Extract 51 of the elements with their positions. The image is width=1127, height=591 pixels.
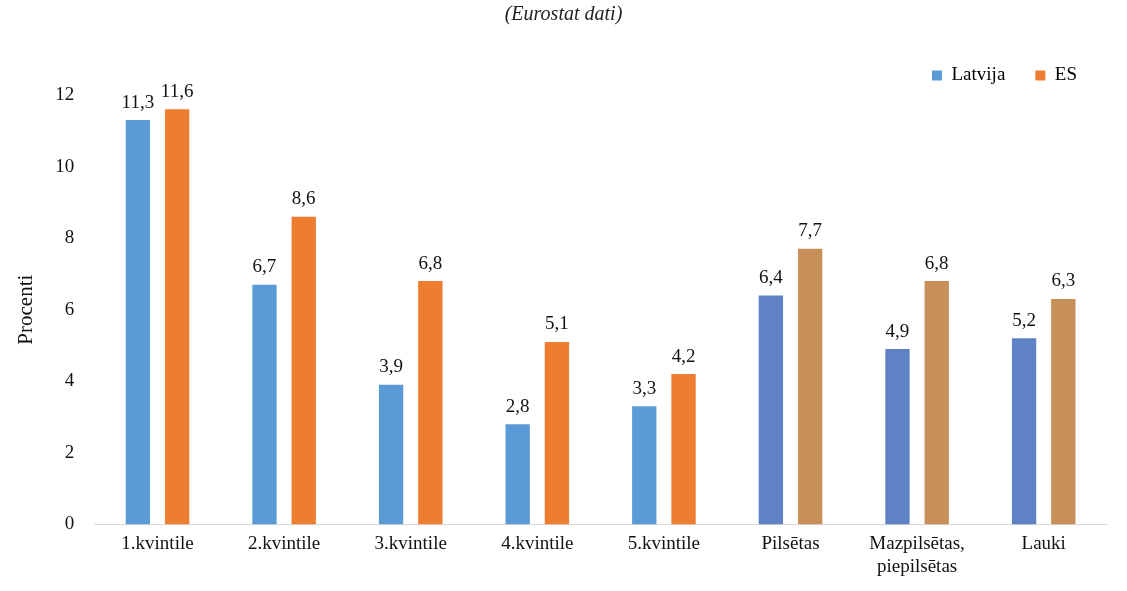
chart-title: (Eurostat dati) <box>503 1 624 26</box>
y-tick-label: 12 <box>55 82 75 104</box>
bar <box>544 341 570 525</box>
data-label: 7,7 <box>798 219 822 241</box>
data-label: 4,9 <box>885 319 910 341</box>
x-tick-label: Pilsētas <box>761 531 820 553</box>
data-label: 4,2 <box>671 344 696 366</box>
data-label: 6,4 <box>759 265 784 287</box>
bar <box>164 109 190 525</box>
bar <box>418 281 443 525</box>
y-tick-label: 8 <box>64 226 75 248</box>
x-tick-label: Mazpilsētas, piepilsētas <box>869 531 965 576</box>
bar <box>797 248 823 525</box>
bar <box>885 349 910 525</box>
x-tick-label: Lauki <box>1021 531 1066 553</box>
data-label: 3,9 <box>379 355 403 377</box>
y-tick-label: 2 <box>64 440 75 462</box>
x-tick-label: 5.kvintile <box>627 531 701 553</box>
bar <box>924 281 949 525</box>
data-label: 6,8 <box>418 251 443 273</box>
bar <box>671 374 696 525</box>
y-axis-title: Procenti <box>13 274 38 345</box>
data-label: 11,3 <box>121 90 155 112</box>
data-label: 3,3 <box>632 376 657 398</box>
legend-label: ES <box>1054 63 1078 85</box>
legend-label: Latvija <box>951 63 1006 85</box>
data-label: 5,1 <box>545 312 569 334</box>
bar <box>291 216 316 525</box>
bar <box>1011 338 1037 525</box>
bar <box>1051 298 1076 525</box>
y-tick-label: 0 <box>64 512 75 534</box>
x-tick-label: 3.kvintile <box>374 531 447 553</box>
data-label: 6,3 <box>1051 269 1076 291</box>
x-tick-label: 2.kvintile <box>247 531 321 553</box>
x-tick-label: 1.kvintile <box>121 531 194 553</box>
bar <box>758 295 784 525</box>
y-tick-label: 6 <box>64 297 75 319</box>
data-label: 5,2 <box>1012 308 1036 330</box>
data-label: 6,7 <box>252 255 277 277</box>
data-label: 11,6 <box>160 79 194 101</box>
bar <box>378 384 404 525</box>
y-tick-label: 4 <box>64 369 75 391</box>
y-tick-label: 10 <box>55 154 75 176</box>
bar <box>125 120 151 525</box>
data-label: 8,6 <box>291 187 316 209</box>
bar <box>505 424 530 525</box>
data-label: 6,8 <box>924 251 949 273</box>
x-tick-label: 4.kvintile <box>501 531 574 553</box>
bar <box>252 284 277 525</box>
data-label: 2,8 <box>505 394 530 416</box>
bar <box>632 406 657 525</box>
